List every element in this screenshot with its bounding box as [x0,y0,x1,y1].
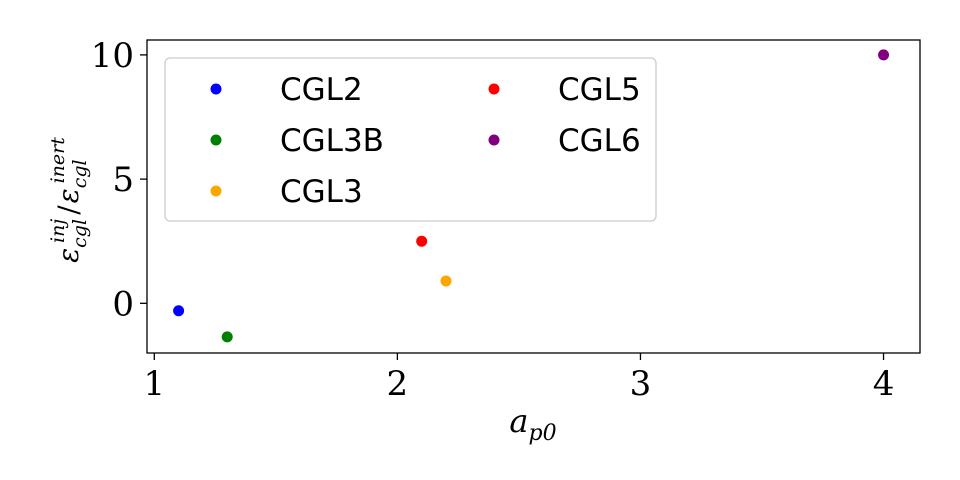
x-axis-ticks: 1 2 3 4 [143,353,894,404]
x-tick-label: 3 [630,364,652,404]
y-axis-ticks: 0 5 10 [91,36,147,324]
legend-marker-cgl5 [488,83,500,95]
y-tick-label: 5 [112,160,134,200]
data-point-cgl3b [221,331,233,343]
legend-label-cgl5: CGL5 [558,72,641,108]
plot-area [146,39,921,354]
legend-label-cgl3b: CGL3B [280,123,384,159]
legend-box [164,57,657,222]
legend-label-cgl6: CGL6 [558,123,641,159]
legend-label-cgl3: CGL3 [280,174,363,210]
data-point-cgl5 [416,235,428,247]
y-axis-label: εcglinj/εcglinert [47,137,91,263]
y-tick-label: 0 [112,284,134,324]
legend-marker-cgl3 [210,185,222,197]
y-tick-label: 10 [91,36,134,76]
x-tick-label: 1 [143,364,165,404]
legend-marker-cgl2 [210,83,222,95]
data-point-cgl3 [440,275,452,287]
x-axis-label: ap0 [509,402,556,446]
legend: CGL2 CGL3B CGL3 CGL5 CGL6 [164,57,657,222]
legend-marker-cgl3b [210,134,222,146]
legend-marker-cgl6 [488,134,500,146]
data-point-cgl6 [878,49,890,61]
x-tick-label: 4 [873,364,895,404]
legend-label-cgl2: CGL2 [280,72,363,108]
data-points [173,49,890,343]
data-point-cgl2 [173,305,185,317]
x-tick-label: 2 [387,364,409,404]
